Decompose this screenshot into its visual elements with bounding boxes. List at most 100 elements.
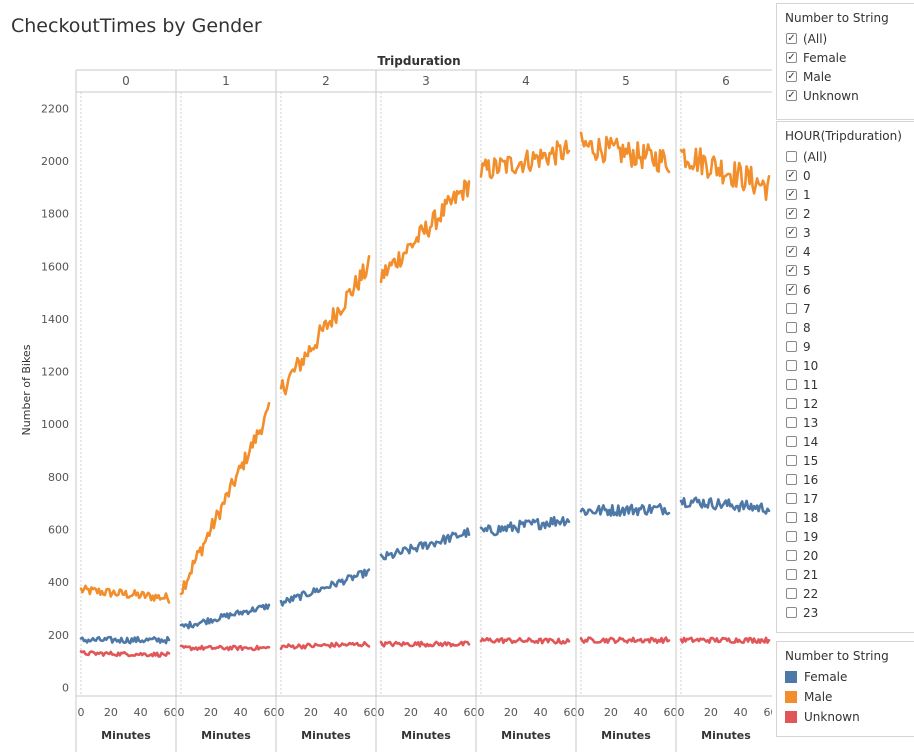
series-line-unknown: [579, 636, 671, 645]
checkbox-icon[interactable]: [786, 493, 797, 504]
checkbox-icon[interactable]: [786, 303, 797, 314]
checkbox-icon[interactable]: [786, 512, 797, 523]
checkbox-icon[interactable]: ✓: [786, 245, 797, 257]
checkbox-icon[interactable]: ✓: [786, 32, 797, 44]
checkbox-icon[interactable]: ✓: [786, 70, 797, 82]
hour-filter-option[interactable]: 22: [777, 584, 914, 603]
gender-filter-list: ✓ (All) ✓ Female ✓ Male ✓ Unknown: [777, 29, 914, 105]
x-tick-label: 20: [504, 706, 518, 719]
checkbox-icon[interactable]: [786, 322, 797, 333]
x-tick-label: 40: [234, 706, 248, 719]
checkbox-icon[interactable]: [786, 360, 797, 371]
checkbox-icon[interactable]: [786, 588, 797, 599]
y-tick-label: 200: [48, 629, 69, 642]
hour-filter-option[interactable]: ✓ 2: [777, 204, 914, 223]
hour-filter-option[interactable]: 21: [777, 565, 914, 584]
checkbox-icon[interactable]: [786, 417, 797, 428]
checkbox-icon[interactable]: [786, 569, 797, 580]
gender-filter-option-label: Female: [803, 50, 847, 65]
checkbox-icon[interactable]: [786, 455, 797, 466]
hour-filter-option-label: 6: [803, 282, 811, 297]
checkbox-icon[interactable]: ✓: [786, 283, 797, 295]
checkbox-icon[interactable]: ✓: [786, 207, 797, 219]
gender-filter-option[interactable]: ✓ Female: [777, 48, 914, 67]
chart-title: CheckoutTimes by Gender: [11, 15, 262, 37]
panel-header-label: 6: [722, 74, 730, 88]
hour-filter-option[interactable]: ✓ 6: [777, 280, 914, 299]
hour-filter-option-label: 3: [803, 225, 811, 240]
checkbox-icon[interactable]: [786, 474, 797, 485]
hour-filter-option[interactable]: ✓ 3: [777, 223, 914, 242]
y-tick-label: 1800: [41, 208, 69, 221]
legend-item[interactable]: Unknown: [777, 707, 914, 727]
hour-filter-option[interactable]: 13: [777, 413, 914, 432]
hour-filter-option[interactable]: (All): [777, 147, 914, 166]
checkbox-icon[interactable]: ✓: [786, 264, 797, 276]
series-line-male: [679, 147, 771, 201]
checkbox-icon[interactable]: ✓: [786, 226, 797, 238]
hour-filter-panel: HOUR(Tripduration) (All) ✓ 0 ✓ 1 ✓ 2 ✓ 3 ✓ 4 ✓ 5 ✓ 6 7 8…: [776, 121, 914, 633]
hour-filter-option[interactable]: 16: [777, 470, 914, 489]
legend-item[interactable]: Male: [777, 687, 914, 707]
checkbox-icon[interactable]: ✓: [786, 89, 797, 101]
hour-filter-option-label: 19: [803, 529, 819, 544]
legend-item[interactable]: Female: [777, 667, 914, 687]
x-tick-label: 0: [378, 706, 385, 719]
hour-filter-option[interactable]: 19: [777, 527, 914, 546]
hour-filter-option[interactable]: 7: [777, 299, 914, 318]
hour-filter-option[interactable]: 10: [777, 356, 914, 375]
series-line-unknown: [79, 650, 171, 658]
checkbox-icon[interactable]: ✓: [786, 188, 797, 200]
x-tick-label: 40: [734, 706, 748, 719]
checkbox-icon[interactable]: [786, 398, 797, 409]
series-line-unknown: [379, 640, 471, 648]
gender-filter-option-label: Male: [803, 69, 832, 84]
hour-filter-option[interactable]: 18: [777, 508, 914, 527]
panel-header-label: 5: [622, 74, 630, 88]
x-tick-label: 60: [563, 706, 577, 719]
hour-filter-option-label: 11: [803, 377, 819, 392]
hour-filter-option[interactable]: 14: [777, 432, 914, 451]
checkbox-icon[interactable]: ✓: [786, 51, 797, 63]
hour-filter-option[interactable]: 20: [777, 546, 914, 565]
gender-filter-option[interactable]: ✓ Male: [777, 67, 914, 86]
checkbox-icon[interactable]: [786, 379, 797, 390]
hour-filter-option[interactable]: 15: [777, 451, 914, 470]
hour-filter-option[interactable]: ✓ 1: [777, 185, 914, 204]
y-tick-label: 2000: [41, 155, 69, 168]
series-line-female: [279, 568, 371, 607]
x-tick-label: 20: [404, 706, 418, 719]
hour-filter-option[interactable]: ✓ 4: [777, 242, 914, 261]
hour-filter-option[interactable]: 12: [777, 394, 914, 413]
hour-filter-option-label: 0: [803, 168, 811, 183]
checkbox-icon[interactable]: [786, 151, 797, 162]
hour-filter-option-label: 18: [803, 510, 819, 525]
checkbox-icon[interactable]: ✓: [786, 169, 797, 181]
hour-filter-option-label: 13: [803, 415, 819, 430]
checkbox-icon[interactable]: [786, 531, 797, 542]
panel-header-label: 3: [422, 74, 430, 88]
x-tick-label: 40: [634, 706, 648, 719]
series-line-female: [579, 502, 671, 517]
hour-filter-option[interactable]: ✓ 5: [777, 261, 914, 280]
checkbox-icon[interactable]: [786, 550, 797, 561]
series-line-female: [479, 515, 571, 537]
hour-filter-option[interactable]: 9: [777, 337, 914, 356]
checkbox-icon[interactable]: [786, 436, 797, 447]
series-line-unknown: [479, 636, 571, 645]
x-tick-label: 40: [334, 706, 348, 719]
hour-filter-option-label: 23: [803, 605, 819, 620]
gender-filter-option[interactable]: ✓ (All): [777, 29, 914, 48]
checkbox-icon[interactable]: [786, 341, 797, 352]
gender-filter-option[interactable]: ✓ Unknown: [777, 86, 914, 105]
hour-filter-option[interactable]: 17: [777, 489, 914, 508]
hour-filter-option-label: 2: [803, 206, 811, 221]
checkbox-icon[interactable]: [786, 607, 797, 618]
hour-filter-option[interactable]: 11: [777, 375, 914, 394]
hour-filter-option[interactable]: 23: [777, 603, 914, 622]
hour-filter-option[interactable]: ✓ 0: [777, 166, 914, 185]
series-line-male: [179, 401, 271, 596]
hour-filter-option-label: 17: [803, 491, 819, 506]
hour-filter-option[interactable]: 8: [777, 318, 914, 337]
hour-filter-list: (All) ✓ 0 ✓ 1 ✓ 2 ✓ 3 ✓ 4 ✓ 5 ✓ 6 7 8 9 10 11 12 13 14 15 16 17 18…: [777, 147, 914, 622]
